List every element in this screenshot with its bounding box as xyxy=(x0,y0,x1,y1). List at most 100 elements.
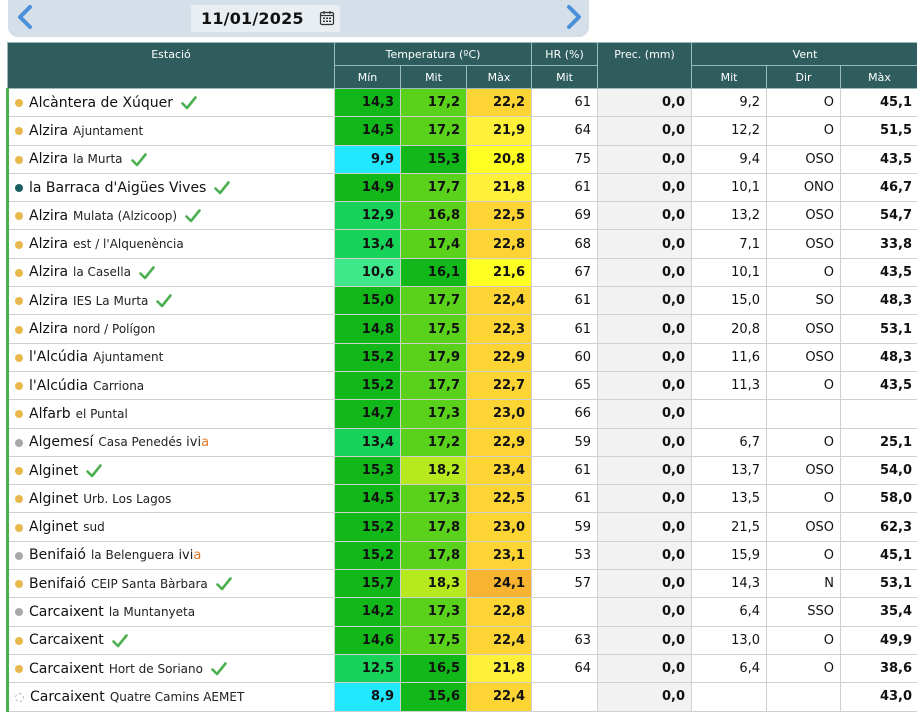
header-station[interactable]: Estació xyxy=(8,43,335,89)
humidity-cell: 61 xyxy=(532,287,598,315)
wind-dir-cell: O xyxy=(767,428,841,456)
chevron-left-icon[interactable] xyxy=(12,3,40,31)
temp-min-cell: 14,5 xyxy=(335,485,401,513)
precipitation-cell: 0,0 xyxy=(598,343,692,371)
station-status-dot xyxy=(15,580,23,588)
station-name[interactable]: Carcaixent xyxy=(29,661,104,677)
precipitation-cell: 0,0 xyxy=(598,456,692,484)
temp-mit-cell: 17,7 xyxy=(401,287,467,315)
temp-max-cell: 20,8 xyxy=(467,145,532,173)
precipitation-cell: 0,0 xyxy=(598,315,692,343)
humidity-cell: 60 xyxy=(532,343,598,371)
temp-mit-cell: 17,3 xyxy=(401,598,467,626)
temp-min-cell: 14,6 xyxy=(335,626,401,654)
header-temp-mit[interactable]: Mit xyxy=(401,66,467,89)
station-name[interactable]: Alzira xyxy=(29,321,68,337)
calendar-icon[interactable] xyxy=(319,10,335,26)
header-precipitation[interactable]: Prec. (mm) xyxy=(598,43,692,89)
station-status-dot xyxy=(15,439,23,447)
station-status-dot xyxy=(15,127,23,135)
station-location: el Puntal xyxy=(76,407,128,421)
wind-max-cell: 46,7 xyxy=(841,173,917,201)
header-wind-dir[interactable]: Dir xyxy=(767,66,841,89)
humidity-cell: 53 xyxy=(532,541,598,569)
station-name[interactable]: la Barraca d'Aigües Vives xyxy=(29,180,206,196)
wind-max-cell: 33,8 xyxy=(841,230,917,258)
header-temp-max[interactable]: Màx xyxy=(467,66,532,89)
station-name[interactable]: l'Alcúdia xyxy=(29,349,88,365)
station-name[interactable]: Alginet xyxy=(29,491,78,507)
temp-max-cell: 23,1 xyxy=(467,541,532,569)
wind-max-cell: 58,0 xyxy=(841,485,917,513)
wind-max-cell: 54,0 xyxy=(841,456,917,484)
header-temp-min[interactable]: Mín xyxy=(335,66,401,89)
station-name[interactable]: Carcaixent xyxy=(30,689,105,705)
station-name[interactable]: Carcaixent xyxy=(29,632,104,648)
wind-max-cell: 25,1 xyxy=(841,428,917,456)
station-name[interactable]: l'Alcúdia xyxy=(29,378,88,394)
wind-dir-cell xyxy=(767,400,841,428)
wind-max-cell: 53,1 xyxy=(841,315,917,343)
wind-dir-cell: O xyxy=(767,117,841,145)
header-wind[interactable]: Vent xyxy=(692,43,917,66)
chevron-right-icon[interactable] xyxy=(559,3,587,31)
temp-min-cell: 12,9 xyxy=(335,202,401,230)
station-name[interactable]: Alzira xyxy=(29,151,68,167)
station-name[interactable]: Carcaixent xyxy=(29,604,104,620)
station-name[interactable]: Alzira xyxy=(29,123,68,139)
header-hr-mit[interactable]: Mit xyxy=(532,66,598,89)
temp-max-cell: 22,5 xyxy=(467,202,532,230)
station-name[interactable]: Benifaió xyxy=(29,547,86,563)
header-temperature[interactable]: Temperatura (ºC) xyxy=(335,43,532,66)
station-name[interactable]: Alginet xyxy=(29,463,78,479)
station-name[interactable]: Alzira xyxy=(29,293,68,309)
wind-mit-cell: 11,3 xyxy=(692,371,767,399)
temp-mit-cell: 17,2 xyxy=(401,89,467,117)
header-humidity[interactable]: HR (%) xyxy=(532,43,598,66)
header-wind-mit[interactable]: Mit xyxy=(692,66,767,89)
station-name[interactable]: Algemesí xyxy=(29,434,93,450)
wind-mit-cell: 10,1 xyxy=(692,258,767,286)
station-name[interactable]: Alzira xyxy=(29,236,68,252)
station-status-dot xyxy=(15,184,23,192)
temp-max-cell: 22,3 xyxy=(467,315,532,343)
station-name[interactable]: Alginet xyxy=(29,519,78,535)
temp-min-cell: 15,2 xyxy=(335,541,401,569)
temp-max-cell: 21,8 xyxy=(467,173,532,201)
station-name[interactable]: Benifaió xyxy=(29,576,86,592)
temp-min-cell: 15,7 xyxy=(335,570,401,598)
wind-dir-cell: OSO xyxy=(767,513,841,541)
station-name[interactable]: Alfarb xyxy=(29,406,71,422)
stations-table: Estació Temperatura (ºC) HR (%) Prec. (m… xyxy=(6,42,917,712)
station-name[interactable]: Alzira xyxy=(29,264,68,280)
station-name[interactable]: Alcàntera de Xúquer xyxy=(29,95,173,111)
header-wind-max[interactable]: Màx xyxy=(841,66,917,89)
wind-max-cell: 43,0 xyxy=(841,683,917,711)
station-name[interactable]: Alzira xyxy=(29,208,68,224)
humidity-cell: 68 xyxy=(532,230,598,258)
humidity-cell xyxy=(532,598,598,626)
date-picker-input[interactable]: 11/01/2025 xyxy=(191,5,340,32)
